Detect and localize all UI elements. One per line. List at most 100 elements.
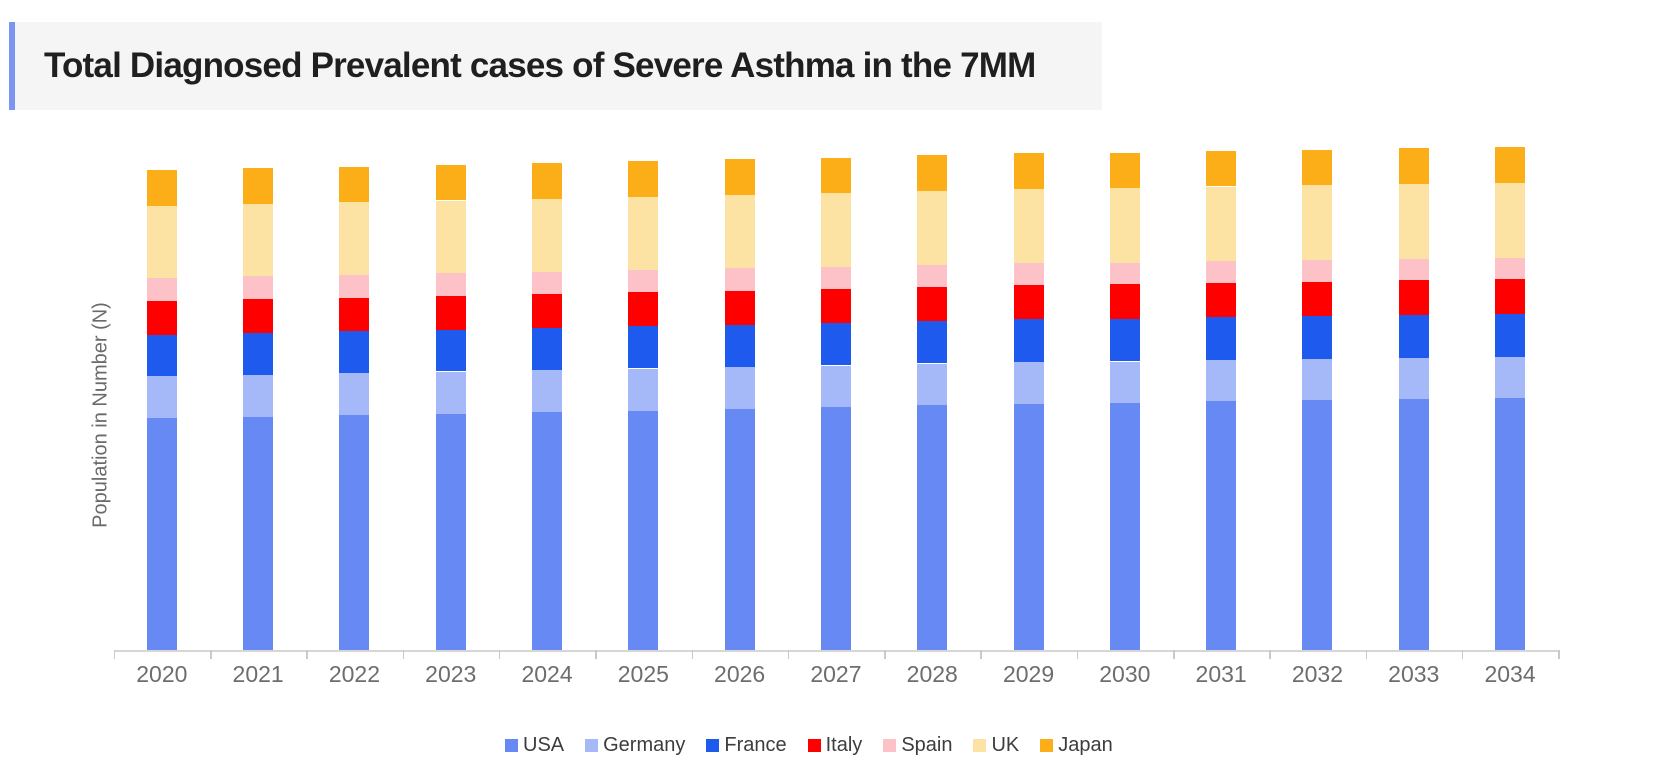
bar-segment-uk-2031[interactable] bbox=[1206, 186, 1237, 262]
bar-segment-uk-2022[interactable] bbox=[339, 202, 370, 275]
bar-segment-germany-2021[interactable] bbox=[243, 374, 274, 417]
bar-segment-spain-2020[interactable] bbox=[146, 278, 177, 301]
bar-segment-france-2028[interactable] bbox=[917, 320, 948, 364]
bar-segment-uk-2030[interactable] bbox=[1109, 188, 1140, 263]
bar-segment-usa-2022[interactable] bbox=[339, 415, 370, 650]
bar-segment-italy-2023[interactable] bbox=[435, 295, 466, 330]
legend-item-italy[interactable]: Italy bbox=[807, 734, 862, 757]
bar-segment-germany-2027[interactable] bbox=[820, 365, 851, 407]
bar-segment-uk-2029[interactable] bbox=[1013, 189, 1044, 264]
bar-segment-uk-2034[interactable] bbox=[1495, 182, 1526, 258]
bar-segment-germany-2029[interactable] bbox=[1013, 362, 1044, 404]
bar-segment-germany-2024[interactable] bbox=[532, 370, 563, 412]
bar-segment-spain-2022[interactable] bbox=[339, 274, 370, 298]
bar-segment-uk-2033[interactable] bbox=[1398, 183, 1429, 259]
bar-segment-usa-2023[interactable] bbox=[435, 413, 466, 650]
bar-segment-spain-2029[interactable] bbox=[1013, 263, 1044, 286]
bar-segment-italy-2031[interactable] bbox=[1206, 282, 1237, 317]
bar-segment-germany-2022[interactable] bbox=[339, 373, 370, 415]
bar-segment-france-2025[interactable] bbox=[628, 326, 659, 369]
bar-segment-uk-2024[interactable] bbox=[532, 198, 563, 272]
bar-segment-uk-2025[interactable] bbox=[628, 196, 659, 270]
bar-segment-usa-2030[interactable] bbox=[1109, 402, 1140, 650]
legend-item-japan[interactable]: Japan bbox=[1040, 734, 1113, 757]
bar-segment-germany-2034[interactable] bbox=[1495, 357, 1526, 398]
legend-item-usa[interactable]: USA bbox=[505, 734, 564, 757]
bar-segment-spain-2032[interactable] bbox=[1302, 260, 1333, 282]
bar-segment-italy-2029[interactable] bbox=[1013, 285, 1044, 320]
bar-segment-germany-2023[interactable] bbox=[435, 371, 466, 414]
bar-segment-france-2020[interactable] bbox=[146, 334, 177, 376]
bar-segment-france-2023[interactable] bbox=[435, 329, 466, 372]
bar-segment-usa-2027[interactable] bbox=[820, 407, 851, 650]
bar-segment-japan-2024[interactable] bbox=[532, 162, 563, 199]
bar-segment-japan-2030[interactable] bbox=[1109, 152, 1140, 189]
bar-segment-italy-2027[interactable] bbox=[820, 289, 851, 324]
bar-segment-japan-2033[interactable] bbox=[1398, 147, 1429, 184]
bar-segment-germany-2033[interactable] bbox=[1398, 358, 1429, 399]
legend-item-france[interactable]: France bbox=[706, 734, 787, 757]
bar-segment-italy-2034[interactable] bbox=[1495, 279, 1526, 314]
bar-segment-usa-2031[interactable] bbox=[1206, 401, 1237, 650]
bar-segment-france-2030[interactable] bbox=[1109, 318, 1140, 362]
bar-segment-spain-2033[interactable] bbox=[1398, 259, 1429, 281]
bar-segment-italy-2021[interactable] bbox=[243, 299, 274, 333]
bar-segment-spain-2023[interactable] bbox=[435, 273, 466, 296]
bar-segment-japan-2022[interactable] bbox=[339, 166, 370, 203]
bar-segment-usa-2029[interactable] bbox=[1013, 403, 1044, 650]
bar-segment-spain-2027[interactable] bbox=[820, 266, 851, 289]
legend-item-germany[interactable]: Germany bbox=[585, 734, 685, 757]
bar-segment-spain-2024[interactable] bbox=[532, 271, 563, 295]
bar-segment-france-2026[interactable] bbox=[724, 324, 755, 367]
bar-segment-germany-2026[interactable] bbox=[724, 367, 755, 409]
bar-segment-spain-2030[interactable] bbox=[1109, 262, 1140, 285]
bar-segment-germany-2020[interactable] bbox=[146, 376, 177, 418]
bar-segment-usa-2033[interactable] bbox=[1398, 399, 1429, 650]
bar-segment-spain-2021[interactable] bbox=[243, 276, 274, 300]
bar-segment-france-2032[interactable] bbox=[1302, 315, 1333, 359]
bar-segment-japan-2020[interactable] bbox=[146, 170, 177, 206]
bar-segment-france-2033[interactable] bbox=[1398, 314, 1429, 358]
bar-segment-usa-2028[interactable] bbox=[917, 405, 948, 650]
bar-segment-italy-2025[interactable] bbox=[628, 292, 659, 327]
bar-segment-japan-2021[interactable] bbox=[243, 168, 274, 205]
bar-segment-italy-2033[interactable] bbox=[1398, 280, 1429, 315]
bar-segment-japan-2029[interactable] bbox=[1013, 153, 1044, 190]
bar-segment-usa-2020[interactable] bbox=[146, 418, 177, 650]
bar-segment-uk-2028[interactable] bbox=[917, 190, 948, 265]
bar-segment-spain-2025[interactable] bbox=[628, 270, 659, 293]
bar-segment-uk-2032[interactable] bbox=[1302, 185, 1333, 261]
bar-segment-japan-2034[interactable] bbox=[1495, 146, 1526, 183]
bar-segment-uk-2023[interactable] bbox=[435, 200, 466, 274]
bar-segment-france-2027[interactable] bbox=[820, 323, 851, 366]
bar-segment-italy-2032[interactable] bbox=[1302, 281, 1333, 316]
bar-segment-uk-2021[interactable] bbox=[243, 204, 274, 277]
bar-segment-spain-2031[interactable] bbox=[1206, 261, 1237, 283]
bar-segment-italy-2030[interactable] bbox=[1109, 284, 1140, 319]
bar-segment-france-2021[interactable] bbox=[243, 333, 274, 375]
bar-segment-usa-2021[interactable] bbox=[243, 416, 274, 650]
bar-segment-usa-2024[interactable] bbox=[532, 412, 563, 650]
bar-segment-germany-2031[interactable] bbox=[1206, 360, 1237, 401]
bar-segment-japan-2025[interactable] bbox=[628, 161, 659, 197]
bar-segment-japan-2031[interactable] bbox=[1206, 150, 1237, 187]
legend-item-uk[interactable]: UK bbox=[973, 734, 1019, 757]
bar-segment-usa-2026[interactable] bbox=[724, 409, 755, 650]
bar-segment-spain-2028[interactable] bbox=[917, 264, 948, 287]
bar-segment-france-2034[interactable] bbox=[1495, 313, 1526, 357]
bar-segment-italy-2022[interactable] bbox=[339, 297, 370, 332]
bar-segment-france-2022[interactable] bbox=[339, 331, 370, 373]
bar-segment-japan-2028[interactable] bbox=[917, 155, 948, 191]
bar-segment-germany-2032[interactable] bbox=[1302, 359, 1333, 400]
bar-segment-japan-2032[interactable] bbox=[1302, 149, 1333, 186]
bar-segment-germany-2028[interactable] bbox=[917, 363, 948, 405]
bar-segment-italy-2020[interactable] bbox=[146, 301, 177, 335]
bar-segment-usa-2034[interactable] bbox=[1495, 398, 1526, 650]
bar-segment-france-2029[interactable] bbox=[1013, 319, 1044, 362]
legend-item-spain[interactable]: Spain bbox=[883, 734, 952, 757]
bar-segment-uk-2027[interactable] bbox=[820, 193, 851, 267]
bar-segment-usa-2025[interactable] bbox=[628, 410, 659, 650]
bar-segment-italy-2026[interactable] bbox=[724, 290, 755, 325]
bar-segment-france-2024[interactable] bbox=[532, 328, 563, 370]
bar-segment-japan-2023[interactable] bbox=[435, 164, 466, 201]
